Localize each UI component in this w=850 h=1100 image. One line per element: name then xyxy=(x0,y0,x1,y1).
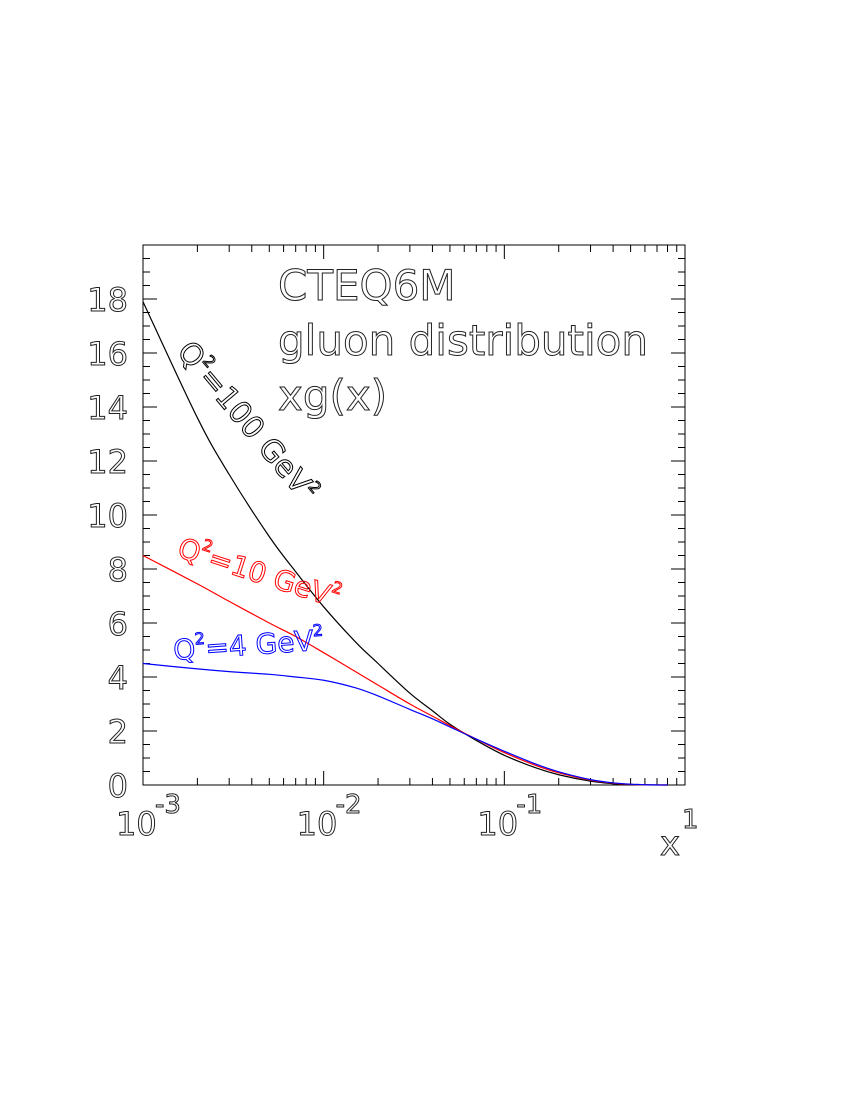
y-tick-label: 16 xyxy=(87,335,128,373)
title-line-2: gluon distribution xyxy=(278,316,648,365)
x-tick-label: 10-2 xyxy=(296,790,362,844)
x-tick-labels: 10-3 10-2 10-1 1 xyxy=(116,790,700,844)
y-tick-label: 14 xyxy=(87,389,128,427)
x-tick-label-exponent: 1 xyxy=(682,805,699,835)
x-tick-label-exponent: -2 xyxy=(336,790,362,820)
y-tick-label: 4 xyxy=(108,659,128,697)
y-tick-label: 18 xyxy=(87,281,128,319)
series-label-q2-10: Q2=10 GeV2 xyxy=(174,528,345,614)
axis-ticks xyxy=(142,245,685,786)
x-tick-label-exponent: -3 xyxy=(155,790,181,820)
series-line-2 xyxy=(142,662,668,786)
y-tick-labels: 0 2 4 6 8 10 12 14 16 18 xyxy=(87,281,129,806)
x-tick-label-base: 10 xyxy=(477,805,518,843)
chart-title: CTEQ6M gluon distribution xg(x) xyxy=(278,261,649,421)
series-line-1 xyxy=(142,554,668,786)
series-label-q2-4: Q2=4 GeV2 xyxy=(172,621,325,667)
curves xyxy=(142,301,668,786)
y-tick-label: 8 xyxy=(108,551,128,589)
y-tick-label: 10 xyxy=(87,497,128,535)
y-tick-label: 6 xyxy=(108,605,128,643)
y-tick-label: 12 xyxy=(87,443,128,481)
title-line-1: CTEQ6M xyxy=(278,261,456,310)
x-tick-label-base: 10 xyxy=(116,805,157,843)
x-tick-label-exponent: -1 xyxy=(516,790,542,820)
x-tick-label-base: 10 xyxy=(297,805,338,843)
x-axis-label: x xyxy=(660,824,680,864)
title-line-3: xg(x) xyxy=(278,371,387,420)
x-tick-label: 10-1 xyxy=(477,790,543,844)
x-tick-label: 10-3 xyxy=(116,790,182,844)
x-tick-label: 1 xyxy=(682,805,700,836)
y-tick-label: 0 xyxy=(108,767,128,805)
y-tick-label: 2 xyxy=(108,713,128,751)
